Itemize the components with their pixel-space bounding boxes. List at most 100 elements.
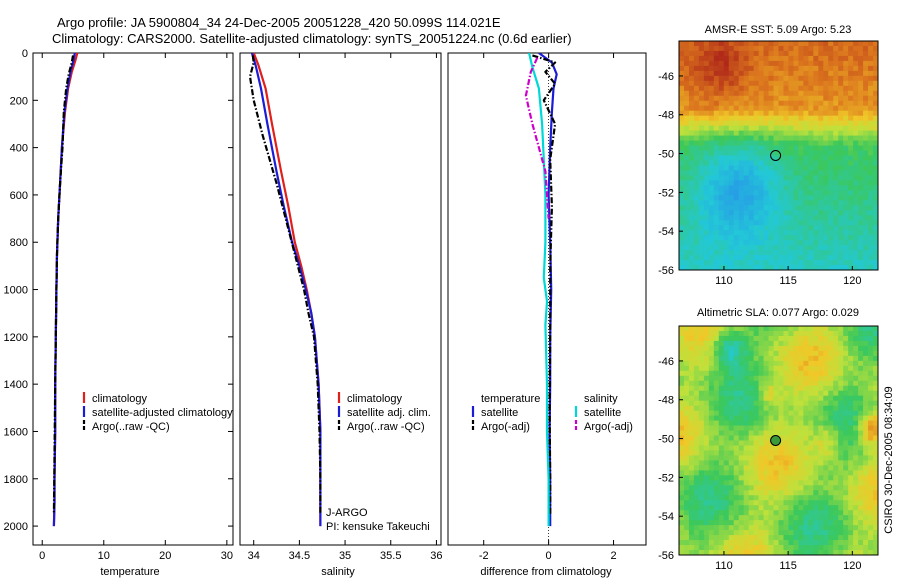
heatmap-cell: [798, 395, 804, 402]
heatmap-cell: [693, 41, 700, 47]
heatmap-cell: [838, 390, 844, 397]
heatmap-cell: [838, 190, 844, 196]
heatmap-cell: [713, 445, 720, 452]
heatmap-cell: [813, 470, 819, 476]
heatmap-cell: [683, 95, 690, 102]
heatmap-cell: [733, 190, 740, 196]
heatmap-cell: [728, 185, 735, 191]
heatmap-cell: [843, 185, 849, 191]
heatmap-cell: [698, 120, 705, 127]
heatmap-cell: [733, 340, 740, 347]
heatmap-cell: [798, 495, 804, 501]
heatmap-cell: [843, 215, 849, 221]
heatmap-cell: [868, 425, 874, 432]
heatmap-cell: [793, 170, 799, 177]
heatmap-cell: [798, 525, 804, 531]
heatmap-cell: [848, 480, 854, 486]
heatmap-cell: [748, 145, 755, 152]
heatmap-cell: [813, 465, 819, 471]
heatmap-cell: [778, 70, 785, 77]
heatmap-cell: [828, 385, 834, 392]
heatmap-cell: [808, 435, 814, 442]
heatmap-cell: [718, 110, 725, 117]
heatmap-cell: [793, 390, 799, 397]
heatmap-cell: [773, 225, 780, 231]
heatmap-cell: [698, 520, 705, 526]
heatmap-cell: [783, 180, 790, 186]
heatmap-cell: [713, 145, 720, 152]
heatmap-cell: [783, 465, 790, 471]
heatmap-cell: [863, 495, 869, 501]
heatmap-cell: [733, 250, 740, 256]
heatmap-cell: [698, 260, 705, 266]
heatmap-cell: [828, 160, 834, 167]
heatmap-cell: [693, 350, 700, 357]
heatmap-cell: [798, 410, 804, 417]
heatmap-cell: [863, 185, 869, 191]
heatmap-cell: [773, 450, 780, 457]
heatmap-cell: [688, 395, 695, 402]
heatmap-cell: [838, 75, 844, 82]
y-tick-label: 1000: [4, 285, 28, 297]
heatmap-cell: [683, 45, 690, 52]
heatmap-cell: [843, 515, 849, 521]
heatmap-cell: [853, 440, 859, 447]
heatmap-cell: [758, 450, 765, 457]
heatmap-cell: [858, 490, 864, 496]
sst-map-panel: AMSR-E SST: 5.09 Argo: 5.23 110 115 120-46…: [658, 24, 879, 287]
heatmap-cell: [748, 160, 755, 167]
heatmap-cell: [693, 330, 700, 337]
heatmap-cell: [733, 80, 740, 87]
heatmap-cell: [848, 330, 854, 337]
heatmap-cell: [713, 390, 720, 397]
heatmap-cell: [718, 245, 725, 251]
heatmap-cell: [858, 85, 864, 92]
heatmap-cell: [873, 415, 878, 422]
heatmap-cell: [798, 155, 804, 162]
heatmap-cell: [873, 215, 878, 221]
heatmap-cell: [763, 90, 770, 97]
heatmap-cell: [758, 550, 765, 555]
heatmap-cell: [848, 540, 854, 546]
heatmap-cell: [703, 180, 710, 186]
heatmap-cell: [823, 420, 829, 427]
heatmap-cell: [828, 115, 834, 122]
heatmap-cell: [683, 65, 690, 72]
heatmap-cell: [838, 485, 844, 491]
heatmap-cell: [773, 55, 780, 62]
heatmap-cell: [773, 370, 780, 377]
heatmap-cell: [778, 340, 785, 347]
heatmap-cell: [688, 345, 695, 352]
heatmap-cell: [753, 190, 760, 196]
heatmap-cell: [778, 60, 785, 67]
heatmap-cell: [798, 360, 804, 367]
heatmap-cell: [728, 160, 735, 167]
heatmap-cell: [813, 445, 819, 452]
heatmap-cell: [703, 345, 710, 352]
heatmap-cell: [798, 65, 804, 72]
heatmap-cell: [703, 145, 710, 152]
heatmap-cell: [863, 355, 869, 362]
heatmap-cell: [778, 360, 785, 367]
heatmap-cell: [718, 440, 725, 447]
heatmap-cell: [738, 185, 745, 191]
heatmap-cell: [838, 495, 844, 501]
heatmap-cell: [848, 365, 854, 372]
heatmap-cell: [738, 220, 745, 226]
heatmap-cell: [858, 465, 864, 471]
heatmap-cell: [818, 65, 824, 72]
heatmap-cell: [708, 326, 715, 332]
heatmap-cell: [858, 95, 864, 102]
heatmap-cell: [713, 41, 720, 47]
heatmap-cell: [718, 170, 725, 177]
heatmap-cell: [823, 445, 829, 452]
heatmap-cell: [738, 250, 745, 256]
heatmap-cell: [708, 110, 715, 117]
heatmap-cell: [728, 115, 735, 122]
heatmap-cell: [758, 100, 765, 107]
heatmap-cell: [828, 175, 834, 181]
heatmap-cell: [793, 445, 799, 452]
x-tick-label: 10: [98, 550, 110, 562]
heatmap-cell: [708, 41, 715, 47]
heatmap-cell: [763, 515, 770, 521]
